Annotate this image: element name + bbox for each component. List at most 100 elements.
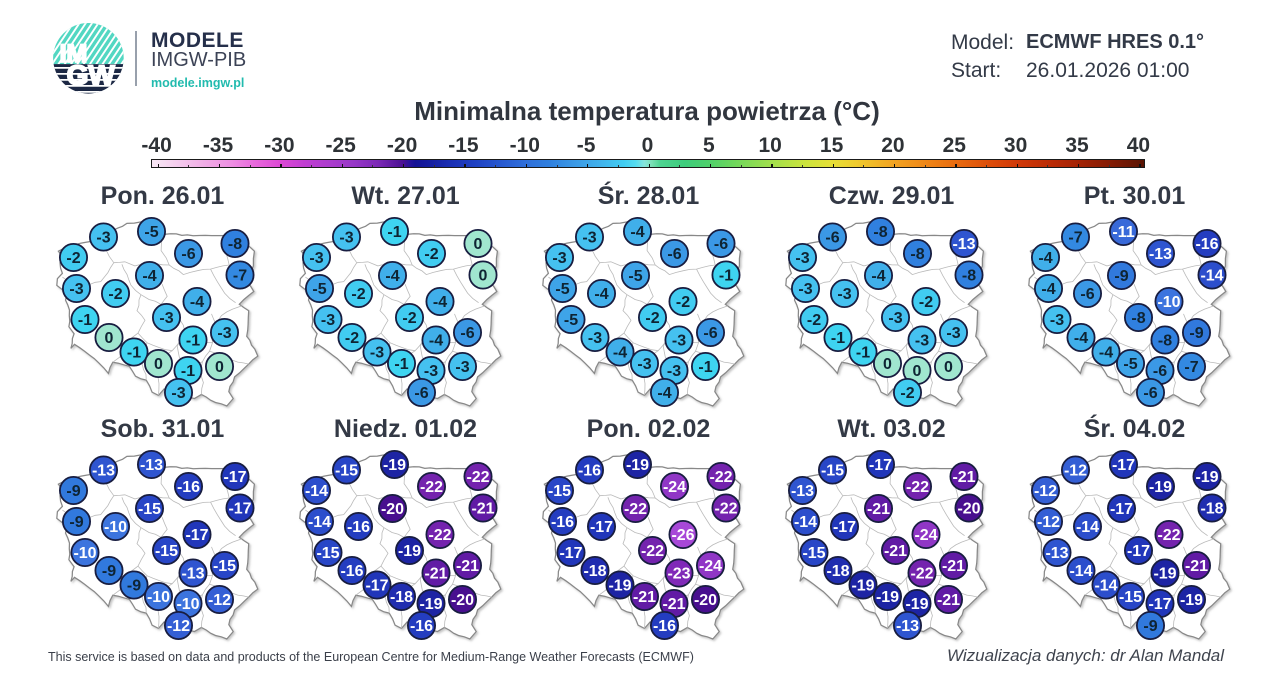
- svg-text:-3: -3: [672, 333, 686, 350]
- svg-text:-3: -3: [370, 345, 384, 362]
- svg-text:-10: -10: [1157, 294, 1180, 311]
- svg-text:-16: -16: [177, 479, 200, 496]
- svg-text:IM: IM: [59, 40, 87, 68]
- svg-text:-4: -4: [630, 224, 644, 241]
- svg-text:-3: -3: [582, 230, 596, 247]
- svg-text:-2: -2: [676, 294, 690, 311]
- svg-text:-3: -3: [637, 356, 651, 373]
- svg-text:-14: -14: [305, 483, 328, 500]
- svg-text:-22: -22: [624, 501, 647, 518]
- svg-text:-15: -15: [1119, 589, 1142, 606]
- svg-text:-7: -7: [1184, 359, 1198, 376]
- svg-text:-20: -20: [694, 592, 717, 609]
- svg-text:-16: -16: [340, 563, 363, 580]
- svg-text:-6: -6: [825, 230, 839, 247]
- svg-text:-3: -3: [667, 363, 681, 380]
- svg-text:-17: -17: [1112, 457, 1135, 474]
- svg-text:-4: -4: [429, 333, 443, 350]
- svg-text:-23: -23: [667, 566, 690, 583]
- svg-text:-6: -6: [703, 325, 717, 342]
- svg-text:-17: -17: [590, 519, 613, 536]
- svg-text:-3: -3: [339, 230, 353, 247]
- svg-text:-4: -4: [1099, 345, 1113, 362]
- svg-text:-14: -14: [1076, 519, 1099, 536]
- svg-text:-7: -7: [1068, 230, 1082, 247]
- svg-text:-14: -14: [1094, 578, 1117, 595]
- svg-text:-19: -19: [398, 543, 421, 560]
- svg-text:-17: -17: [185, 527, 208, 544]
- svg-text:-8: -8: [873, 224, 887, 241]
- svg-text:-16: -16: [347, 519, 370, 536]
- svg-text:-16: -16: [1195, 236, 1218, 253]
- svg-text:-15: -15: [138, 501, 161, 518]
- svg-text:-21: -21: [424, 566, 447, 583]
- svg-text:-1: -1: [698, 359, 712, 376]
- svg-text:-5: -5: [628, 268, 642, 285]
- svg-text:-3: -3: [795, 250, 809, 267]
- svg-text:-4: -4: [613, 345, 627, 362]
- svg-text:-2: -2: [900, 385, 914, 402]
- svg-text:0: 0: [474, 236, 483, 253]
- svg-text:-6: -6: [1143, 385, 1157, 402]
- svg-text:-17: -17: [1148, 596, 1171, 613]
- svg-text:-3: -3: [424, 363, 438, 380]
- svg-text:-19: -19: [1149, 479, 1172, 496]
- svg-text:-3: -3: [96, 230, 110, 247]
- svg-text:-5: -5: [312, 281, 326, 298]
- svg-text:-17: -17: [1110, 501, 1133, 518]
- svg-text:-2: -2: [402, 310, 416, 327]
- svg-text:-4: -4: [385, 268, 399, 285]
- svg-text:-13: -13: [92, 463, 115, 480]
- svg-text:-19: -19: [876, 589, 899, 606]
- svg-text:-21: -21: [884, 543, 907, 560]
- svg-text:-17: -17: [559, 545, 582, 562]
- svg-text:-15: -15: [548, 483, 571, 500]
- svg-text:0: 0: [883, 356, 892, 373]
- svg-text:-14: -14: [308, 514, 331, 531]
- svg-text:-2: -2: [919, 294, 933, 311]
- svg-text:-15: -15: [155, 543, 178, 560]
- svg-text:-19: -19: [905, 596, 928, 613]
- svg-text:-19: -19: [1180, 592, 1203, 609]
- svg-text:-14: -14: [794, 514, 817, 531]
- svg-text:-19: -19: [419, 596, 442, 613]
- svg-text:-8: -8: [1158, 333, 1172, 350]
- svg-text:-6: -6: [1153, 363, 1167, 380]
- svg-text:-3: -3: [309, 250, 323, 267]
- svg-text:-22: -22: [714, 501, 737, 518]
- svg-text:0: 0: [154, 356, 163, 373]
- svg-text:-21: -21: [942, 558, 965, 575]
- svg-text:-12: -12: [208, 592, 231, 609]
- svg-text:-15: -15: [335, 463, 358, 480]
- svg-text:-3: -3: [69, 281, 83, 298]
- svg-text:-22: -22: [466, 469, 489, 486]
- svg-text:-2: -2: [807, 312, 821, 329]
- svg-text:-24: -24: [914, 527, 937, 544]
- svg-text:-19: -19: [626, 457, 649, 474]
- svg-text:-17: -17: [228, 501, 251, 518]
- svg-text:-3: -3: [552, 250, 566, 267]
- svg-text:-10: -10: [73, 545, 96, 562]
- svg-text:-3: -3: [455, 359, 469, 376]
- svg-text:-5: -5: [555, 281, 569, 298]
- svg-text:-1: -1: [181, 363, 195, 380]
- svg-text:-2: -2: [108, 286, 122, 303]
- svg-text:-6: -6: [714, 236, 728, 253]
- svg-text:-9: -9: [1143, 618, 1157, 635]
- svg-text:-10: -10: [104, 519, 127, 536]
- svg-text:0: 0: [479, 268, 488, 285]
- svg-text:-13: -13: [952, 236, 975, 253]
- svg-text:-7: -7: [233, 268, 247, 285]
- svg-text:-3: -3: [217, 325, 231, 342]
- svg-text:-12: -12: [1064, 463, 1087, 480]
- svg-text:-17: -17: [1127, 543, 1150, 560]
- svg-text:-13: -13: [896, 618, 919, 635]
- svg-text:-19: -19: [1195, 469, 1218, 486]
- svg-text:-4: -4: [433, 294, 447, 311]
- svg-text:-10: -10: [147, 589, 170, 606]
- svg-text:-13: -13: [140, 457, 163, 474]
- svg-text:-13: -13: [1149, 246, 1172, 263]
- svg-text:-21: -21: [662, 596, 685, 613]
- svg-text:-3: -3: [321, 312, 335, 329]
- svg-text:-17: -17: [223, 469, 246, 486]
